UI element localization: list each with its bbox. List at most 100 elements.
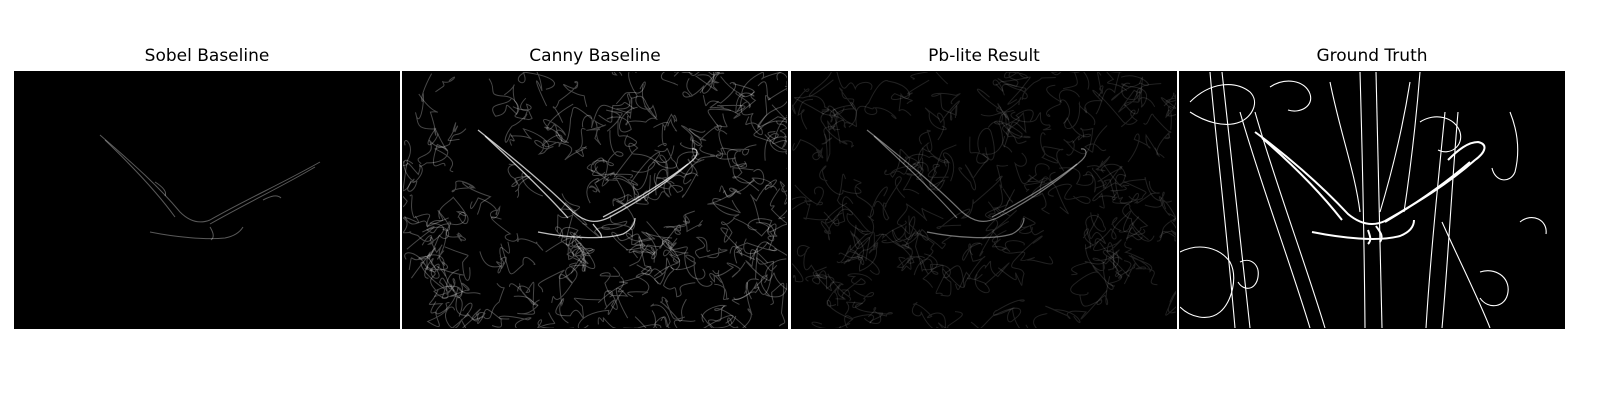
edge-texture-stroke	[665, 214, 691, 235]
edge-texture-stroke	[827, 273, 852, 301]
edge-texture-stroke	[709, 83, 757, 119]
edge-texture-stroke	[510, 127, 554, 155]
edge-texture-stroke	[1119, 174, 1163, 208]
edge-texture-stroke	[995, 72, 1028, 92]
edge-texture-stroke	[844, 301, 883, 324]
edge-texture-stroke	[1010, 111, 1052, 131]
edge-texture-stroke	[731, 257, 778, 305]
edge-texture-stroke	[1129, 226, 1155, 242]
edge-texture-stroke	[565, 235, 587, 272]
panel-canny: Canny Baseline	[402, 42, 788, 329]
edge-texture-stroke	[1063, 127, 1094, 156]
edge-texture-stroke	[1086, 155, 1111, 172]
edge-texture-stroke	[660, 72, 693, 86]
edge-texture-stroke	[747, 188, 787, 233]
edge-texture-stroke	[1165, 290, 1176, 316]
edge-texture-stroke	[1111, 75, 1149, 101]
canny-edge-svg	[403, 72, 787, 328]
edge-texture-stroke	[864, 80, 912, 116]
edge-texture-stroke	[732, 167, 778, 191]
edge-texture-stroke	[1112, 196, 1149, 239]
edge-texture-stroke	[544, 107, 593, 143]
edge-texture-stroke	[538, 240, 595, 293]
edge-texture-stroke	[927, 158, 950, 190]
edge-texture-stroke	[745, 241, 787, 291]
edge-texture-stroke	[403, 215, 433, 246]
edge-texture-stroke	[719, 147, 760, 192]
edge-texture-stroke	[815, 273, 846, 300]
edge-texture-stroke	[653, 117, 678, 132]
edge-texture-stroke	[688, 128, 716, 157]
edge-texture-stroke	[673, 72, 720, 94]
ground-truth-edge-image	[1179, 71, 1565, 329]
edge-texture-stroke	[702, 81, 736, 107]
edge-texture-stroke	[792, 138, 824, 161]
edge-texture-stroke	[902, 153, 948, 168]
edge-texture-stroke	[836, 220, 907, 264]
edge-texture-stroke	[979, 188, 1014, 257]
edge-texture-stroke	[849, 215, 875, 249]
edge-texture-stroke	[873, 176, 906, 221]
edge-texture-stroke	[821, 120, 851, 145]
edge-texture-stroke	[670, 254, 713, 287]
edge-texture-stroke	[1084, 89, 1138, 128]
edge-texture-stroke	[561, 193, 610, 238]
edge-texture-stroke	[942, 242, 986, 288]
edge-texture-stroke	[1006, 109, 1034, 144]
edge-texture-stroke	[1064, 101, 1096, 144]
edge-texture-stroke	[597, 265, 663, 304]
edge-texture-stroke	[424, 258, 440, 279]
edge-texture-stroke	[444, 302, 473, 328]
edge-texture-stroke	[1092, 249, 1123, 277]
edge-texture-stroke	[403, 180, 412, 208]
edge-texture-stroke	[1014, 152, 1050, 185]
edge-texture-stroke	[937, 311, 963, 328]
edge-texture-stroke	[768, 120, 787, 149]
edge-texture-stroke	[969, 127, 995, 164]
edge-texture-stroke	[403, 140, 411, 166]
edge-texture-stroke	[426, 301, 450, 327]
edge-texture-stroke	[612, 193, 636, 230]
edge-texture-stroke	[1127, 133, 1165, 163]
edge-texture-stroke	[1160, 90, 1176, 120]
edge-texture-stroke	[662, 266, 696, 298]
edge-texture-stroke	[410, 247, 436, 279]
edge-texture-stroke	[901, 255, 929, 275]
panel-sobel: Sobel Baseline	[14, 42, 400, 329]
edge-texture-stroke	[1046, 99, 1070, 124]
edge-texture-stroke	[937, 100, 960, 141]
edge-texture-stroke	[479, 251, 507, 269]
pblite-edge-svg	[792, 72, 1176, 328]
edge-texture-stroke	[1118, 82, 1141, 115]
edge-texture-stroke	[733, 238, 778, 264]
edge-texture-stroke	[832, 105, 897, 144]
panel-title: Pb-lite Result	[928, 46, 1040, 66]
edge-texture-stroke	[1070, 265, 1116, 296]
edge-texture-stroke	[628, 151, 661, 186]
edge-texture-stroke	[1111, 216, 1143, 241]
edge-texture-stroke	[767, 131, 787, 155]
edge-texture-stroke	[616, 93, 658, 126]
edge-texture-stroke	[719, 185, 742, 197]
edge-texture-stroke	[570, 247, 591, 272]
edge-texture-stroke	[417, 128, 467, 165]
edge-texture-stroke	[820, 109, 855, 148]
edge-texture-stroke	[821, 105, 845, 119]
panel-title: Ground Truth	[1316, 46, 1428, 66]
edge-texture-stroke	[884, 148, 913, 178]
edge-texture-stroke	[653, 172, 684, 196]
edge-texture-stroke	[992, 76, 1031, 105]
edge-texture-stroke	[445, 221, 466, 242]
edge-texture-stroke	[852, 289, 875, 308]
edge-texture-stroke	[1062, 72, 1090, 90]
edge-texture-stroke	[793, 95, 840, 130]
edge-texture-stroke	[409, 194, 449, 227]
edge-texture-stroke	[863, 307, 893, 325]
edge-texture-stroke	[1059, 167, 1094, 186]
edge-texture-stroke	[910, 72, 949, 85]
edge-texture-stroke	[654, 257, 671, 286]
edge-texture-stroke	[1096, 72, 1128, 97]
edge-texture-stroke	[794, 184, 824, 206]
edge-texture-stroke	[826, 299, 854, 328]
edge-texture-stroke	[1071, 255, 1108, 276]
